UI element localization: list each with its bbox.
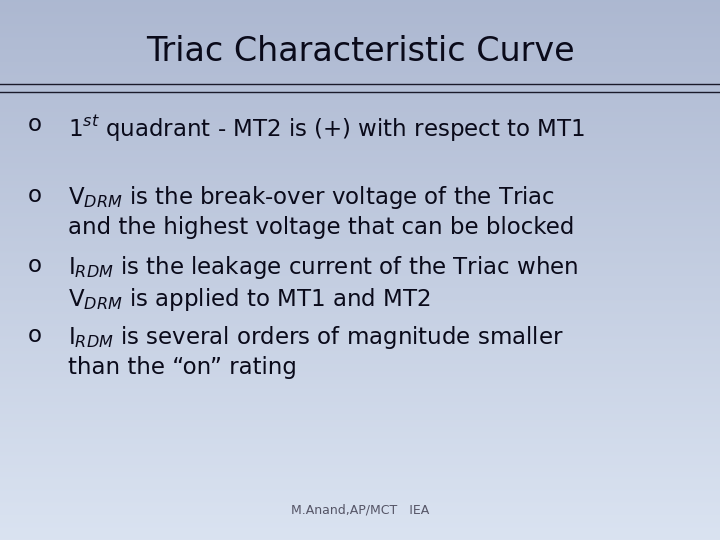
- Text: M.Anand,AP/MCT   IEA: M.Anand,AP/MCT IEA: [291, 504, 429, 517]
- Text: o: o: [27, 113, 41, 137]
- Text: 1$^{st}$ quadrant - MT2 is (+) with respect to MT1: 1$^{st}$ quadrant - MT2 is (+) with resp…: [68, 113, 585, 144]
- Text: o: o: [27, 184, 41, 207]
- Text: o: o: [27, 324, 41, 347]
- Text: V$_{DRM}$ is the break-over voltage of the Triac: V$_{DRM}$ is the break-over voltage of t…: [68, 184, 555, 211]
- Text: o: o: [27, 254, 41, 277]
- Text: I$_{RDM}$ is several orders of magnitude smaller: I$_{RDM}$ is several orders of magnitude…: [68, 324, 564, 351]
- Text: than the “on” rating: than the “on” rating: [68, 356, 297, 380]
- Text: I$_{RDM}$ is the leakage current of the Triac when: I$_{RDM}$ is the leakage current of the …: [68, 254, 579, 281]
- Text: V$_{DRM}$ is applied to MT1 and MT2: V$_{DRM}$ is applied to MT1 and MT2: [68, 286, 431, 313]
- Text: and the highest voltage that can be blocked: and the highest voltage that can be bloc…: [68, 216, 575, 239]
- Text: Triac Characteristic Curve: Triac Characteristic Curve: [145, 35, 575, 68]
